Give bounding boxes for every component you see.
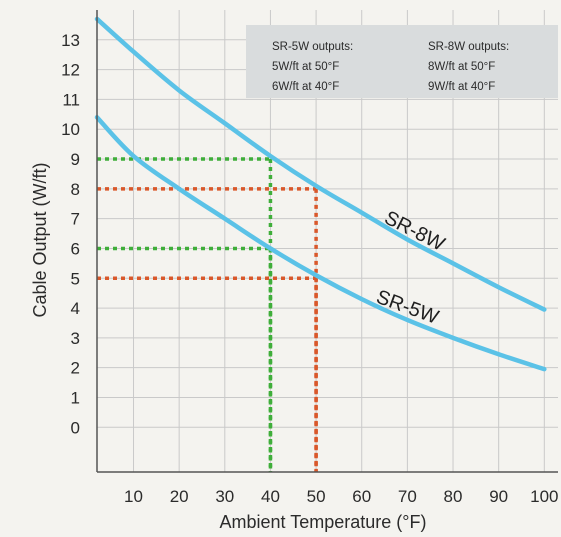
x-tick-label-80: 80	[444, 487, 463, 506]
x-tick-label-60: 60	[352, 487, 371, 506]
y-tick-label-8: 8	[71, 180, 80, 199]
x-tick-label-100: 100	[530, 487, 558, 506]
y-tick-label-1: 1	[71, 388, 80, 407]
series-line-sr-8w	[94, 16, 547, 312]
x-tick-label-90: 90	[489, 487, 508, 506]
y-tick-label-9: 9	[71, 150, 80, 169]
y-tick-label-6: 6	[71, 239, 80, 258]
y-tick-label-0: 0	[71, 418, 80, 437]
y-tick-label-3: 3	[71, 329, 80, 348]
annotation-sr5w-50f: 5W/ft at 50°F	[272, 61, 339, 73]
y-tick-label-4: 4	[71, 299, 80, 318]
x-tick-label-50: 50	[307, 487, 326, 506]
reference-lines	[97, 157, 318, 472]
axes	[96, 10, 558, 473]
annotation-box: SR-5W outputs: 5W/ft at 50°F 6W/ft at 40…	[246, 25, 558, 98]
annotation-sr8w-50f: 8W/ft at 50°F	[428, 61, 495, 73]
annotation-sr5w-heading: SR-5W outputs:	[272, 41, 353, 53]
y-tick-label-13: 13	[61, 31, 80, 50]
annotation-sr8w-heading: SR-8W outputs:	[428, 41, 509, 53]
annotation-sr8w-40f: 9W/ft at 40°F	[428, 81, 495, 93]
x-axis-title: Ambient Temperature (°F)	[220, 512, 427, 532]
y-tick-label-5: 5	[71, 269, 80, 288]
x-tick-label-70: 70	[398, 487, 417, 506]
series-group	[94, 16, 547, 372]
x-tick-label-20: 20	[170, 487, 189, 506]
series-line-sr-5w	[94, 115, 547, 372]
x-tick-label-10: 10	[124, 487, 143, 506]
y-tick-label-12: 12	[61, 61, 80, 80]
annotation-sr5w-40f: 6W/ft at 40°F	[272, 81, 339, 93]
annotation-background	[246, 25, 558, 98]
y-tick-label-11: 11	[62, 90, 80, 109]
y-tick-label-2: 2	[71, 359, 80, 378]
y-tick-label-10: 10	[61, 120, 80, 139]
x-tick-label-30: 30	[215, 487, 234, 506]
y-tick-label-7: 7	[71, 210, 80, 229]
y-axis-title: Cable Output (W/ft)	[30, 162, 50, 317]
x-tick-label-40: 40	[261, 487, 280, 506]
